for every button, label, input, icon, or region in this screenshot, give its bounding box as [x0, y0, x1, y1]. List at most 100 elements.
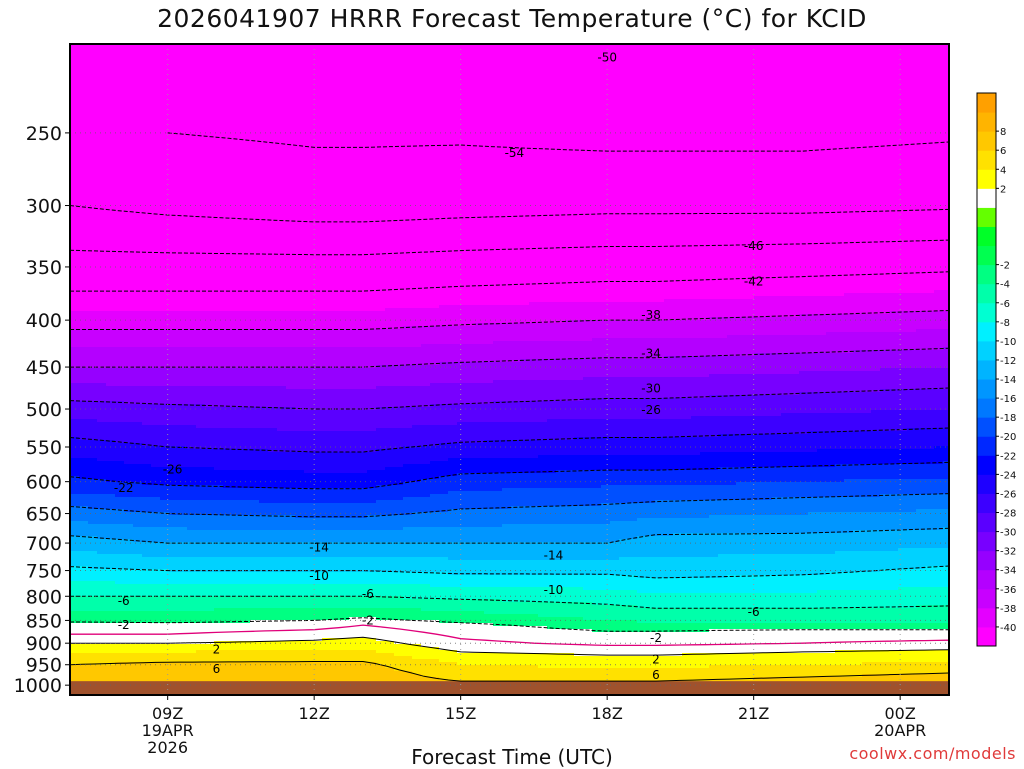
color-bar: -40 -38 -36 -34 -32 -30 -28 -26 -24 -2 2 -20 -18 -16 -… [977, 93, 1016, 647]
color-bar-label: -26 [1000, 489, 1016, 500]
contour-label: 2 [213, 642, 221, 656]
color-bar-label: -16 [1000, 394, 1016, 405]
color-bar-label: 4 [1000, 165, 1006, 176]
color-bar-box [977, 627, 996, 647]
color-bar-box [977, 226, 996, 246]
color-bar-box [977, 284, 996, 304]
color-bar-label: -40 [1000, 623, 1016, 634]
contour-label: -14 [309, 541, 329, 555]
contour-label: -2 [650, 631, 662, 645]
color-bar-label: -24 [1000, 470, 1016, 481]
contour-label: -46 [744, 239, 764, 253]
color-bar-label: -8 [1000, 318, 1010, 329]
chart-canvas: -50-54-46-42-38-34-30-26-26-22-14-14-10-… [0, 0, 1024, 768]
color-bar-box [977, 150, 996, 170]
x-tick-label: 18Z [592, 704, 623, 723]
contour-label: -6 [118, 594, 130, 608]
y-tick-label: 450 [26, 357, 62, 379]
x-tick-label: 21Z [738, 704, 769, 723]
contour-label: -54 [505, 146, 525, 160]
y-tick-label: 400 [26, 310, 62, 332]
color-bar-label: -18 [1000, 413, 1016, 424]
color-bar-label: -20 [1000, 432, 1016, 443]
color-bar-box [977, 398, 996, 418]
color-bar-box [977, 188, 996, 208]
y-tick-label: 650 [26, 504, 62, 526]
color-bar-box [977, 246, 996, 266]
contour-label: -34 [641, 347, 661, 361]
y-tick-label: 850 [26, 610, 62, 632]
color-bar-box [977, 303, 996, 323]
color-bar-label: 2 [1000, 184, 1006, 195]
color-bar-label: -2 [1000, 261, 1010, 272]
contour-label: -26 [163, 463, 183, 477]
contour-label: 6 [652, 668, 660, 682]
y-tick-label: 350 [26, 257, 62, 279]
contour-label: -10 [544, 583, 564, 597]
contour-label: -50 [597, 51, 617, 65]
y-tick-label: 500 [26, 399, 62, 421]
color-bar-box [977, 532, 996, 552]
color-bar-label: -30 [1000, 528, 1016, 539]
x-tick-label: 15Z [445, 704, 476, 723]
color-bar-box [977, 322, 996, 342]
color-bar-label: -36 [1000, 585, 1016, 596]
ground-fill [70, 681, 949, 695]
color-bar-box [977, 207, 996, 227]
y-tick-label: 600 [26, 472, 62, 494]
x-tick-label: 20APR [874, 721, 926, 740]
contour-label: -14 [544, 548, 564, 562]
color-bar-box [977, 417, 996, 437]
color-bar-box [977, 169, 996, 189]
color-bar-box [977, 551, 996, 571]
color-bar-box [977, 589, 996, 609]
color-bar-box [977, 131, 996, 151]
color-bar-label: -34 [1000, 566, 1016, 577]
color-bar-box [977, 93, 996, 113]
color-bar-label: -10 [1000, 337, 1016, 348]
x-tick-label: 12Z [299, 704, 330, 723]
contour-label: -42 [744, 274, 764, 288]
color-bar-box [977, 570, 996, 590]
y-tick-label: 950 [26, 655, 62, 677]
color-bar-label: 6 [1000, 146, 1006, 157]
temperature-field [70, 44, 953, 696]
color-bar-label: -38 [1000, 604, 1016, 615]
color-bar-box [977, 112, 996, 132]
color-bar-label: -14 [1000, 375, 1016, 386]
watermark[interactable]: coolwx.com/models [849, 744, 1016, 763]
color-bar-box [977, 379, 996, 399]
color-bar-box [977, 455, 996, 475]
color-bar-box [977, 360, 996, 380]
color-bar-box [977, 493, 996, 513]
contour-label: -2 [362, 613, 374, 627]
color-bar-label: -4 [1000, 280, 1010, 291]
color-bar-box [977, 608, 996, 628]
y-axis: 2503003504004505005506006507007508008509… [14, 123, 70, 697]
ground-layer [70, 681, 949, 695]
color-bar-label: -12 [1000, 356, 1016, 367]
y-tick-label: 300 [26, 196, 62, 218]
contour-label: -10 [309, 569, 329, 583]
color-bar-label: -28 [1000, 509, 1016, 520]
contour-label: 6 [213, 662, 221, 676]
color-bar-label: -6 [1000, 299, 1010, 310]
color-bar-box [977, 341, 996, 361]
contour-label: -6 [362, 587, 374, 601]
y-tick-label: 550 [26, 437, 62, 459]
contour-label: -26 [641, 403, 661, 417]
contour-label: -6 [748, 605, 760, 619]
y-tick-label: 250 [26, 123, 62, 145]
contour-label: 2 [652, 653, 660, 667]
color-bar-box [977, 513, 996, 533]
color-bar-label: -32 [1000, 547, 1016, 558]
color-bar-box [977, 265, 996, 285]
color-bar-box [977, 474, 996, 494]
contour-label: -30 [641, 382, 661, 396]
y-tick-label: 900 [26, 633, 62, 655]
y-tick-label: 1000 [14, 675, 62, 697]
y-tick-label: 800 [26, 586, 62, 608]
y-tick-label: 700 [26, 533, 62, 555]
contour-label: -22 [114, 481, 134, 495]
contour-label: -2 [118, 618, 130, 632]
